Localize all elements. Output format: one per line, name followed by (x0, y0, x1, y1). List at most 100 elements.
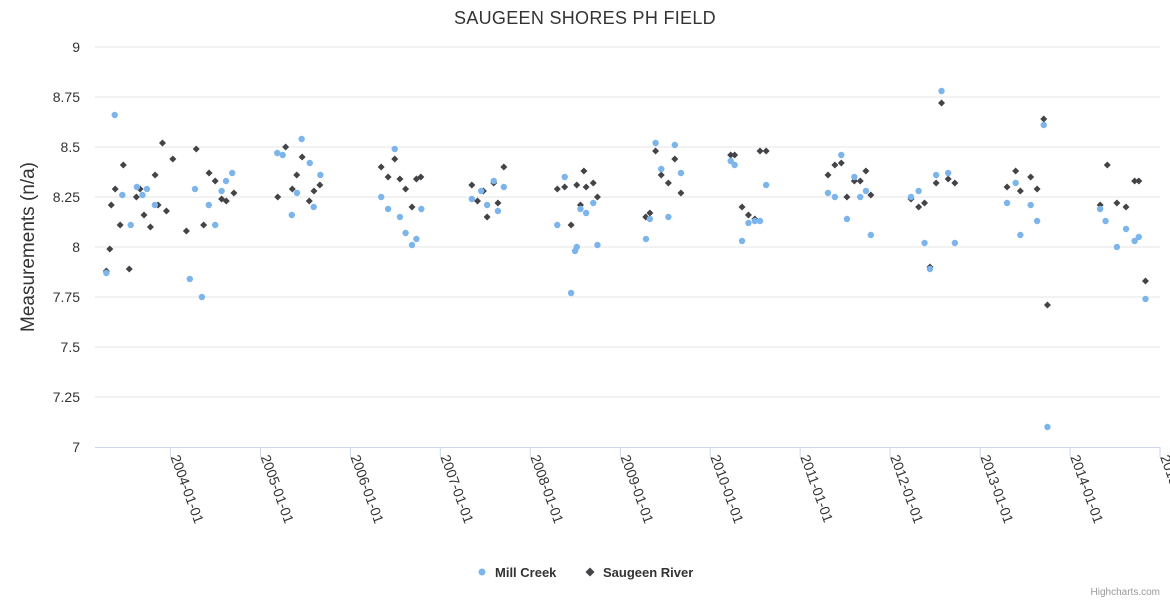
point-mill-creek[interactable] (838, 151, 845, 159)
point-mill-creek[interactable] (1033, 217, 1041, 225)
point-saugeen-river[interactable] (162, 207, 170, 215)
point-mill-creek[interactable] (867, 231, 875, 239)
point-saugeen-river[interactable] (111, 185, 119, 193)
point-saugeen-river[interactable] (316, 181, 324, 189)
point-saugeen-river[interactable] (500, 163, 508, 171)
point-mill-creek[interactable] (218, 187, 225, 195)
point-saugeen-river[interactable] (125, 265, 133, 273)
point-mill-creek[interactable] (317, 171, 324, 179)
point-mill-creek[interactable] (378, 193, 385, 201)
point-mill-creek[interactable] (594, 241, 601, 249)
point-saugeen-river[interactable] (106, 245, 114, 253)
point-mill-creek[interactable] (1027, 201, 1034, 209)
point-mill-creek[interactable] (646, 215, 654, 223)
point-saugeen-river[interactable] (567, 221, 575, 229)
point-mill-creek[interactable] (391, 145, 398, 153)
point-saugeen-river[interactable] (1003, 183, 1011, 191)
point-mill-creek[interactable] (191, 185, 199, 193)
point-saugeen-river[interactable] (169, 155, 177, 163)
point-saugeen-river[interactable] (824, 171, 832, 179)
point-saugeen-river[interactable] (1012, 167, 1020, 175)
point-mill-creek[interactable] (577, 205, 584, 213)
point-mill-creek[interactable] (1044, 423, 1051, 431)
point-mill-creek[interactable] (1096, 205, 1104, 213)
point-saugeen-river[interactable] (1040, 115, 1048, 123)
point-saugeen-river[interactable] (151, 171, 159, 179)
point-saugeen-river[interactable] (288, 185, 296, 193)
point-saugeen-river[interactable] (494, 199, 502, 207)
point-mill-creek[interactable] (677, 169, 685, 177)
point-mill-creek[interactable] (951, 239, 959, 247)
point-mill-creek[interactable] (396, 213, 404, 221)
point-mill-creek[interactable] (727, 157, 734, 165)
point-mill-creek[interactable] (1017, 231, 1024, 239)
point-saugeen-river[interactable] (561, 183, 569, 191)
point-mill-creek[interactable] (921, 239, 928, 247)
point-mill-creek[interactable] (418, 205, 425, 213)
point-mill-creek[interactable] (111, 111, 118, 119)
point-mill-creek[interactable] (198, 293, 206, 301)
point-mill-creek[interactable] (926, 265, 934, 273)
point-saugeen-river[interactable] (1113, 199, 1121, 207)
legend-label-mill-creek[interactable]: Mill Creek (495, 565, 557, 580)
point-saugeen-river[interactable] (132, 193, 140, 201)
point-saugeen-river[interactable] (756, 147, 764, 155)
point-mill-creek[interactable] (590, 199, 597, 207)
point-mill-creek[interactable] (567, 289, 575, 297)
point-saugeen-river[interactable] (677, 189, 685, 197)
point-mill-creek[interactable] (762, 181, 770, 189)
point-saugeen-river[interactable] (384, 173, 392, 181)
point-mill-creek[interactable] (851, 173, 858, 181)
point-mill-creek[interactable] (944, 169, 952, 177)
point-saugeen-river[interactable] (119, 161, 127, 169)
point-saugeen-river[interactable] (593, 193, 601, 201)
point-mill-creek[interactable] (139, 191, 146, 199)
point-mill-creek[interactable] (133, 183, 141, 191)
point-mill-creek[interactable] (483, 201, 491, 209)
point-mill-creek[interactable] (408, 241, 416, 249)
data-points[interactable] (102, 87, 1149, 431)
legend-item-saugeen-river[interactable]: Saugeen River (585, 565, 694, 580)
legend-item-mill-creek[interactable]: Mill Creek (478, 565, 558, 580)
point-saugeen-river[interactable] (1135, 177, 1143, 185)
point-saugeen-river[interactable] (474, 197, 482, 205)
point-saugeen-river[interactable] (652, 147, 660, 155)
point-saugeen-river[interactable] (417, 173, 425, 181)
point-mill-creek[interactable] (306, 159, 313, 167)
point-mill-creek[interactable] (1113, 243, 1121, 251)
point-saugeen-river[interactable] (951, 179, 959, 187)
point-mill-creek[interactable] (222, 177, 230, 185)
point-saugeen-river[interactable] (867, 191, 875, 199)
point-mill-creek[interactable] (751, 217, 759, 225)
point-saugeen-river[interactable] (140, 211, 148, 219)
point-saugeen-river[interactable] (310, 187, 318, 195)
point-saugeen-river[interactable] (402, 185, 410, 193)
point-mill-creek[interactable] (490, 177, 497, 185)
point-mill-creek[interactable] (228, 169, 236, 177)
point-saugeen-river[interactable] (211, 177, 219, 185)
point-mill-creek[interactable] (554, 221, 561, 229)
point-mill-creek[interactable] (477, 187, 485, 195)
point-saugeen-river[interactable] (657, 171, 665, 179)
point-saugeen-river[interactable] (230, 189, 238, 197)
point-saugeen-river[interactable] (107, 201, 115, 209)
point-saugeen-river[interactable] (1043, 301, 1051, 309)
point-saugeen-river[interactable] (731, 151, 739, 159)
point-saugeen-river[interactable] (856, 177, 864, 185)
point-mill-creek[interactable] (1102, 217, 1109, 225)
point-mill-creek[interactable] (671, 141, 678, 149)
point-saugeen-river[interactable] (396, 175, 404, 183)
point-saugeen-river[interactable] (274, 193, 282, 201)
point-saugeen-river[interactable] (377, 163, 385, 171)
point-saugeen-river[interactable] (582, 183, 590, 191)
point-saugeen-river[interactable] (589, 179, 597, 187)
point-mill-creek[interactable] (862, 187, 870, 195)
point-saugeen-river[interactable] (862, 167, 870, 175)
legend[interactable]: Mill Creek Saugeen River (478, 565, 694, 580)
point-mill-creek[interactable] (402, 229, 409, 237)
point-saugeen-river[interactable] (837, 159, 845, 167)
point-saugeen-river[interactable] (200, 221, 208, 229)
legend-label-saugeen-river[interactable]: Saugeen River (603, 565, 693, 580)
point-mill-creek[interactable] (573, 243, 580, 251)
point-saugeen-river[interactable] (915, 203, 923, 211)
